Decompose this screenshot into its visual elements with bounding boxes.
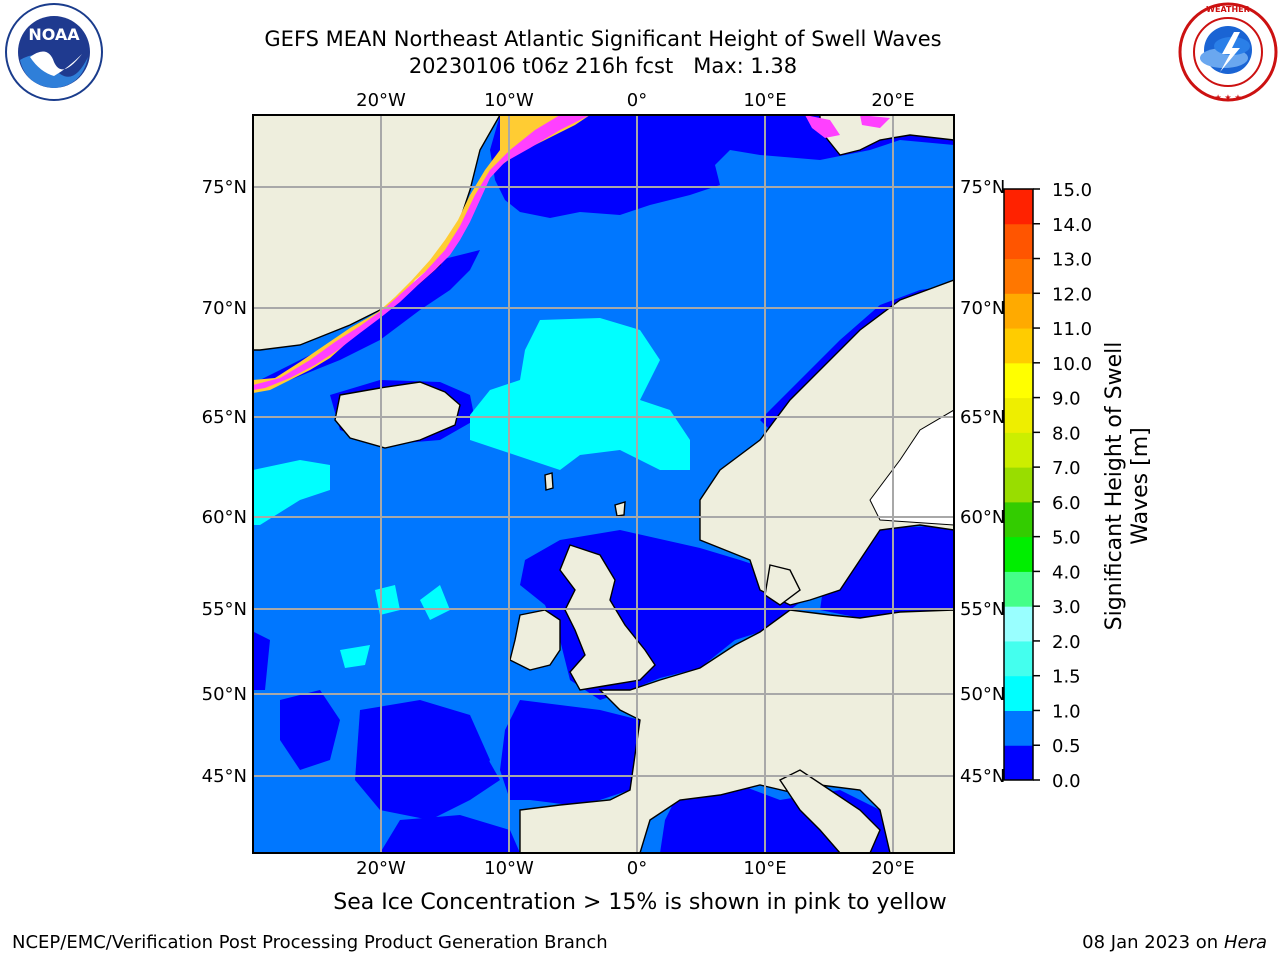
right-lat-label: 65°N <box>960 407 1005 428</box>
colorbar-tick-label: 12.0 <box>1052 284 1092 305</box>
map-plot-area <box>253 115 954 853</box>
left-lat-label: 45°N <box>202 766 247 787</box>
noaa-logo-text: NOAA <box>28 25 80 44</box>
svg-text:★ ★ ★: ★ ★ ★ <box>1214 93 1241 102</box>
top-lon-label: 20°W <box>356 90 406 111</box>
colorbar-band <box>1004 293 1033 329</box>
colorbar-tick-label: 7.0 <box>1052 458 1081 479</box>
colorbar-band <box>1004 606 1033 642</box>
colorbar-band <box>1004 189 1033 225</box>
right-lat-label: 45°N <box>960 766 1005 787</box>
colorbar-band <box>1004 745 1033 781</box>
credit-left: NCEP/EMC/Verification Post Processing Pr… <box>12 932 608 953</box>
left-lat-label: 75°N <box>202 177 247 198</box>
colorbar-tick-label: 9.0 <box>1052 389 1081 410</box>
top-lon-label: 0° <box>627 90 647 111</box>
colorbar-tick-label: 10.0 <box>1052 354 1092 375</box>
chart-subtitle: 20230106 t06z 216h fcst Max: 1.38 <box>408 54 798 78</box>
colorbar-band <box>1004 640 1033 677</box>
colorbar-band <box>1004 258 1033 294</box>
colorbar-tick-label: 4.0 <box>1052 562 1081 583</box>
colorbar-tick-label: 2.0 <box>1052 632 1081 653</box>
left-lat-label: 60°N <box>202 507 247 528</box>
right-lat-label: 70°N <box>960 298 1005 319</box>
colorbar-label: Significant Height of Swell Waves [m] <box>1102 341 1153 631</box>
colorbar-tick-label: 5.0 <box>1052 528 1081 549</box>
colorbar-frame <box>1003 188 1034 781</box>
right-lat-label: 75°N <box>960 177 1005 198</box>
colorbar-tick-label: 8.0 <box>1052 423 1081 444</box>
right-lat-label: 50°N <box>960 684 1005 705</box>
colorbar-tick-label: 0.5 <box>1052 736 1081 757</box>
bottom-lon-label: 20°W <box>356 858 406 879</box>
map-frame <box>252 114 955 854</box>
bottom-lon-label: 10°W <box>484 858 534 879</box>
colorbar-band <box>1004 362 1033 399</box>
colorbar-tick-label: 1.0 <box>1052 701 1081 722</box>
svg-text:WEATHER: WEATHER <box>1206 5 1250 14</box>
left-lat-label: 50°N <box>202 684 247 705</box>
chart-title: GEFS MEAN Northeast Atlantic Significant… <box>264 27 942 51</box>
colorbar-tick-label: 11.0 <box>1052 319 1092 340</box>
bottom-lon-label: 20°E <box>871 858 914 879</box>
colorbar-tick-label: 6.0 <box>1052 493 1081 514</box>
land-areas <box>253 115 954 853</box>
right-lat-label: 60°N <box>960 507 1005 528</box>
left-lat-label: 70°N <box>202 298 247 319</box>
colorbar-tick-label: 14.0 <box>1052 215 1092 236</box>
map-axis-labels: 20°W 20°W 10°W 10°W 0° 0° 10°E 10°E 20°E 20°E 75°N… <box>202 90 1006 879</box>
colorbar-tick-label: 13.0 <box>1052 250 1092 271</box>
colorbar-band <box>1004 501 1033 538</box>
sea-ice-edge <box>253 115 890 393</box>
colorbar-bands <box>1004 189 1033 781</box>
noaa-logo: NOAA <box>5 3 103 101</box>
colorbar-band <box>1004 397 1033 433</box>
left-lat-label: 55°N <box>202 599 247 620</box>
top-lon-label: 10°W <box>484 90 534 111</box>
sea-ice-note: Sea Ice Concentration > 15% is shown in … <box>333 890 947 915</box>
right-lat-label: 55°N <box>960 599 1005 620</box>
graticule <box>253 115 954 853</box>
colorbar-tick-label: 1.5 <box>1052 667 1081 688</box>
colorbar-band <box>1004 675 1033 711</box>
colorbar-ticks: 15.0 14.0 13.0 12.0 11.0 10.0 9.0 8.0 7.0 6.0 5.0 4… <box>1033 180 1092 792</box>
credit-right: 08 Jan 2023 on Hera <box>1082 932 1267 953</box>
colorbar-band <box>1004 328 1033 364</box>
colorbar-tick-label: 3.0 <box>1052 597 1081 618</box>
colorbar-band <box>1004 536 1033 572</box>
top-lon-label: 20°E <box>871 90 914 111</box>
top-lon-label: 10°E <box>743 90 786 111</box>
colorbar-band <box>1004 467 1033 503</box>
left-lat-label: 65°N <box>202 407 247 428</box>
bothnia-ice <box>869 409 954 526</box>
credit-host: Hera <box>1223 932 1267 953</box>
colorbar-band <box>1004 710 1033 746</box>
bottom-lon-label: 0° <box>627 858 647 879</box>
bottom-lon-label: 10°E <box>743 858 786 879</box>
colorbar-band <box>1004 432 1033 468</box>
colorbar-band <box>1004 571 1033 607</box>
nws-logo: WEATHER ★ ★ ★ <box>1178 2 1278 102</box>
colorbar-tick-label: 0.0 <box>1052 771 1081 792</box>
colorbar-band <box>1004 223 1033 260</box>
credit-date: 08 Jan 2023 on <box>1082 932 1219 953</box>
colorbar-tick-label: 15.0 <box>1052 180 1092 201</box>
